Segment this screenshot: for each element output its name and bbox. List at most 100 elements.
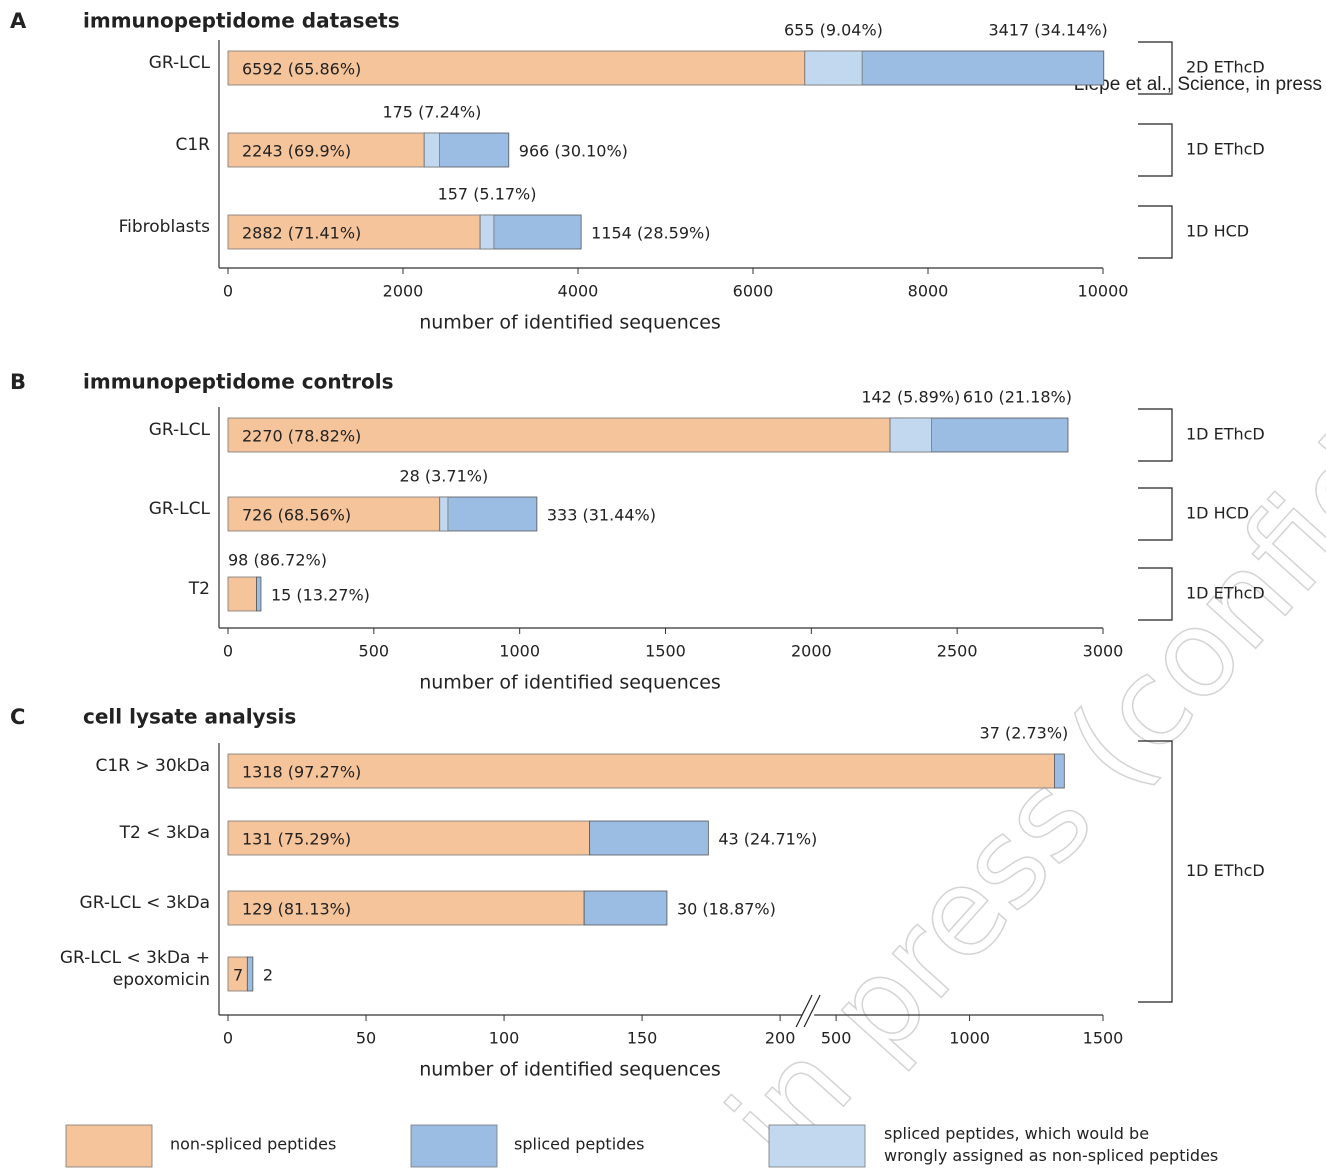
axis-break-gap <box>802 1012 815 1018</box>
x-tick-label: 0 <box>223 282 233 301</box>
bar-non-spliced <box>227 132 425 168</box>
value-label: 726 (68.56%) <box>242 506 351 525</box>
figure-note: Liepe et al., Science, in press <box>1074 74 1322 95</box>
x-tick-label: 0 <box>223 642 233 661</box>
value-label: 1154 (28.59%) <box>591 224 710 243</box>
bar-wrongly-assigned <box>804 50 863 86</box>
legend-swatch <box>768 1124 866 1168</box>
x-tick-label: 2500 <box>937 642 978 661</box>
x-tick-label: 8000 <box>908 282 949 301</box>
x-tick-label: 500 <box>359 642 390 661</box>
x-tick-label: 1000 <box>949 1029 990 1048</box>
bar-spliced <box>1054 753 1065 789</box>
value-label: 1318 (97.27%) <box>242 763 361 782</box>
group-bracket <box>1138 740 1173 1003</box>
x-tick-label: 200 <box>765 1029 796 1048</box>
group-label: 1D EThcD <box>1186 140 1265 159</box>
value-label: 98 (86.72%) <box>228 551 327 570</box>
bar-spliced <box>256 576 262 612</box>
value-label: 142 (5.89%) <box>861 388 960 407</box>
axis-break-mark <box>803 994 821 1028</box>
bar-non-spliced <box>227 214 481 250</box>
x-tick-label: 100 <box>489 1029 520 1048</box>
bar-non-spliced <box>227 753 1055 789</box>
value-label: 655 (9.04%) <box>784 21 883 40</box>
bar-non-spliced <box>227 576 257 612</box>
value-label: 131 (75.29%) <box>242 830 351 849</box>
value-label: 3417 (34.14%) <box>988 21 1107 40</box>
bar-spliced <box>479 214 582 250</box>
x-tick-label: 1500 <box>1083 1029 1124 1048</box>
value-label: 129 (81.13%) <box>242 900 351 919</box>
x-tick-label: 2000 <box>383 282 424 301</box>
value-label: 43 (24.71%) <box>718 830 817 849</box>
legend-label: spliced peptides <box>514 1135 644 1154</box>
group-label: 1D HCD <box>1186 504 1249 523</box>
x-tick-label: 150 <box>627 1029 658 1048</box>
category-label: C1R <box>176 135 211 155</box>
bar-non-spliced <box>227 820 591 856</box>
category-label: GR-LCL <box>149 420 211 440</box>
bar-wrongly-assigned <box>423 132 440 168</box>
bar-non-spliced <box>227 417 891 453</box>
bar-spliced <box>583 890 668 926</box>
axis-break-mark <box>795 994 813 1028</box>
category-label: GR-LCL <box>149 53 211 73</box>
group-label: 1D EThcD <box>1186 584 1265 603</box>
value-label: 610 (21.18%) <box>963 388 1072 407</box>
panel-title: immunopeptidome datasets <box>83 9 400 33</box>
x-tick-label: 1000 <box>499 642 540 661</box>
x-axis-label: number of identified sequences <box>419 672 721 694</box>
x-axis-label: number of identified sequences <box>419 312 721 334</box>
bar-non-spliced <box>227 50 806 86</box>
legend-label: spliced peptides, which would be wrongly … <box>884 1124 1218 1165</box>
category-label: T2 < 3kDa <box>119 823 210 843</box>
group-bracket <box>1138 408 1173 462</box>
x-tick-label: 6000 <box>733 282 774 301</box>
value-label: 175 (7.24%) <box>382 103 481 122</box>
value-label: 2270 (78.82%) <box>242 427 361 446</box>
value-label: 6592 (65.86%) <box>242 60 361 79</box>
value-label: 15 (13.27%) <box>271 586 370 605</box>
bar-wrongly-assigned <box>479 214 495 250</box>
category-label: GR-LCL < 3kDa + epoxomicin <box>60 948 210 990</box>
value-label: 2243 (69.9%) <box>242 142 351 161</box>
bar-wrongly-assigned <box>439 496 449 532</box>
bar-non-spliced <box>227 890 585 926</box>
x-tick-label: 3000 <box>1083 642 1124 661</box>
value-label: 7 <box>233 966 243 985</box>
x-tick-label: 0 <box>223 1029 233 1048</box>
x-tick-label: 10000 <box>1078 282 1129 301</box>
group-bracket <box>1138 41 1173 95</box>
category-label: Fibroblasts <box>119 217 211 237</box>
x-tick-label: 2000 <box>791 642 832 661</box>
group-label: 1D EThcD <box>1186 425 1265 444</box>
x-tick-label: 500 <box>821 1029 852 1048</box>
bar-spliced <box>589 820 709 856</box>
category-label: T2 <box>188 579 210 599</box>
x-tick-label: 1500 <box>645 642 686 661</box>
panel-letter: A <box>10 9 27 33</box>
value-label: 2 <box>263 966 273 985</box>
panel-letter: C <box>10 705 25 729</box>
panel-title: cell lysate analysis <box>83 705 296 729</box>
bar-wrongly-assigned <box>889 417 932 453</box>
group-bracket <box>1138 123 1173 177</box>
x-tick-label: 50 <box>356 1029 376 1048</box>
group-bracket <box>1138 487 1173 541</box>
bar-non-spliced <box>227 496 441 532</box>
group-label: 2D EThcD <box>1186 58 1265 77</box>
bar-spliced <box>439 496 538 532</box>
legend-label: non-spliced peptides <box>170 1135 336 1154</box>
value-label: 333 (31.44%) <box>547 506 656 525</box>
panel-title: immunopeptidome controls <box>83 370 394 394</box>
category-label: GR-LCL <box>149 499 211 519</box>
x-tick-label: 4000 <box>558 282 599 301</box>
group-label: 1D EThcD <box>1186 861 1265 880</box>
bar-spliced <box>246 956 254 992</box>
value-label: 30 (18.87%) <box>677 900 776 919</box>
legend-swatch <box>410 1124 498 1168</box>
x-axis-label: number of identified sequences <box>419 1059 721 1081</box>
category-label: C1R > 30kDa <box>95 756 210 776</box>
